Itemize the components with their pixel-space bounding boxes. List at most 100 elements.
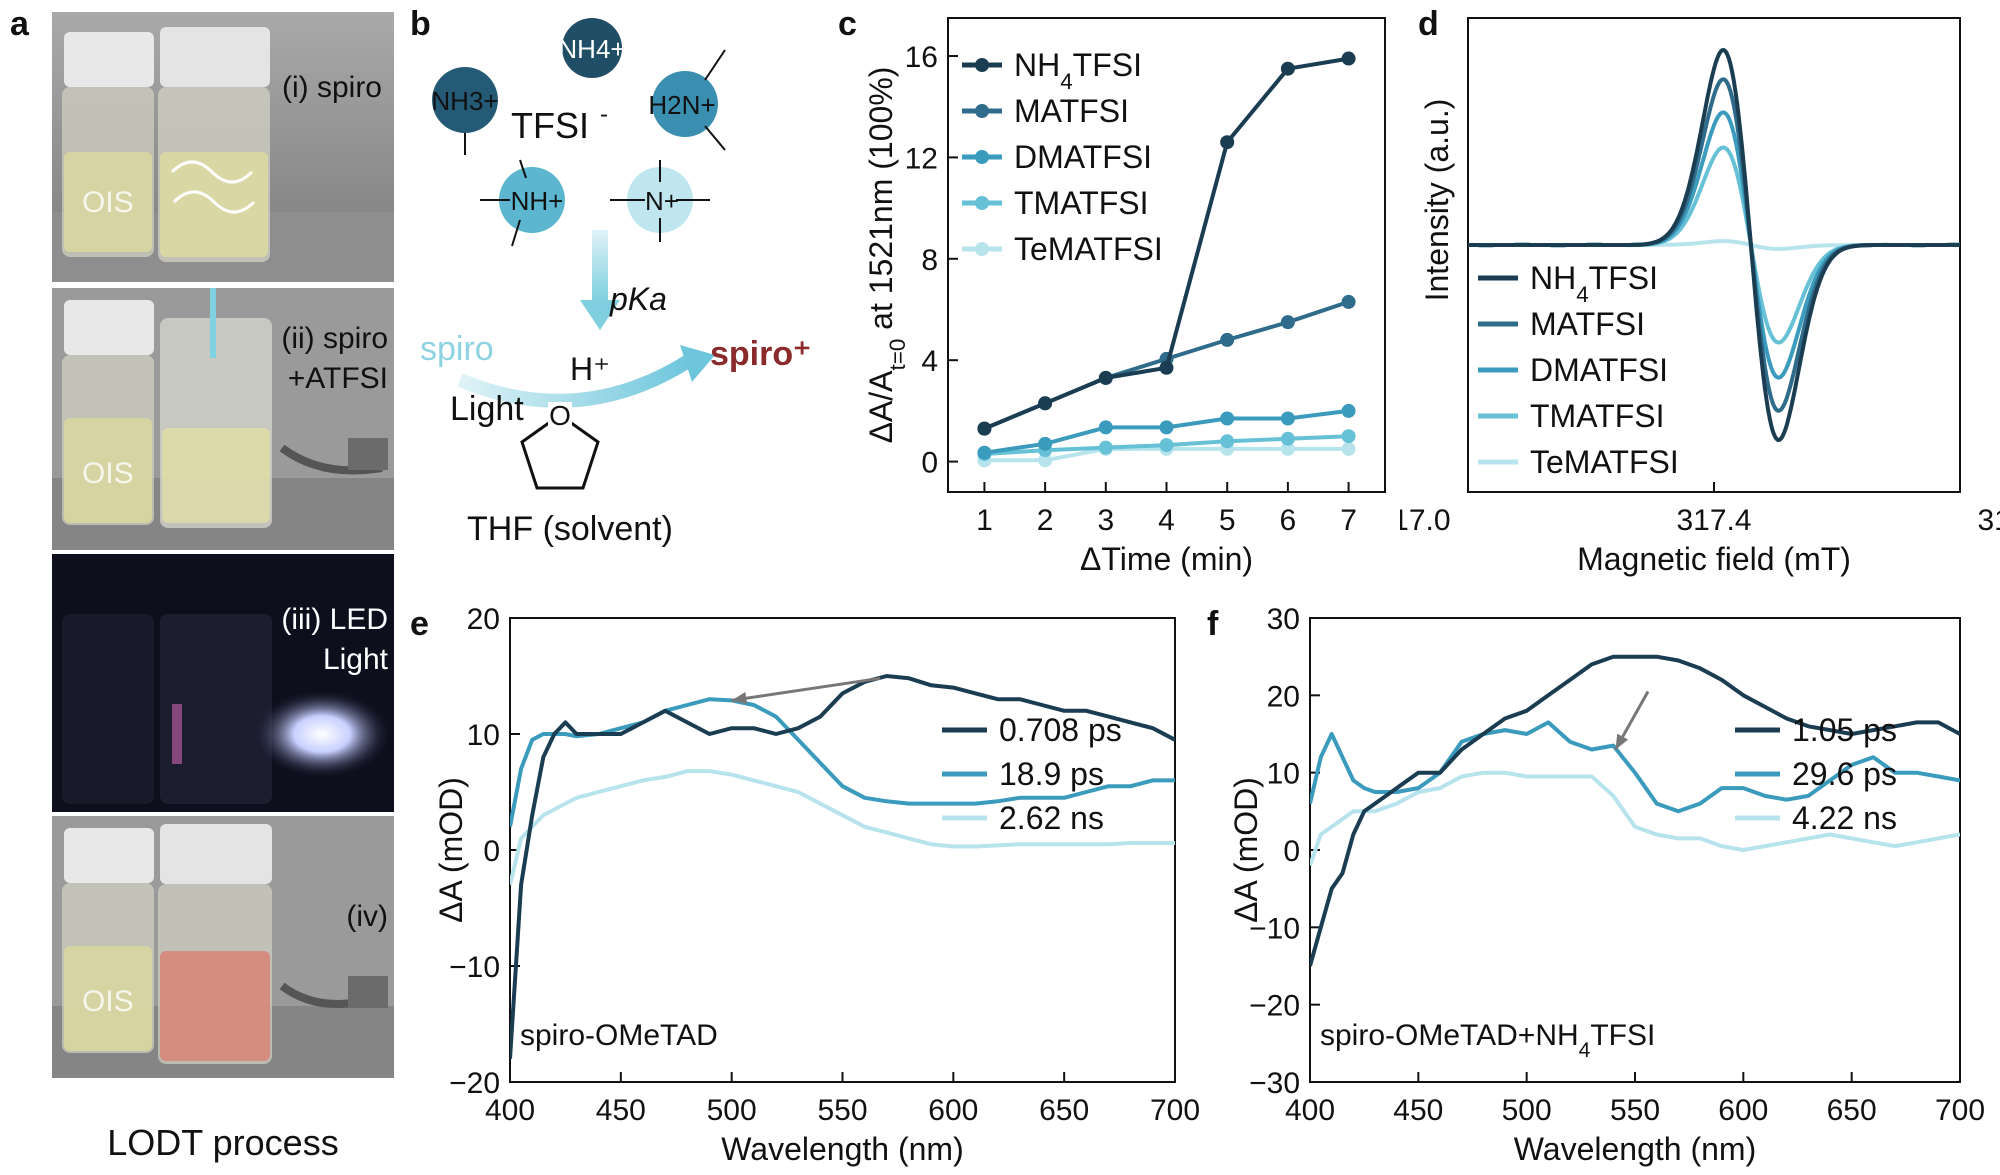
x-axis-label-c: ΔTime (min): [1080, 541, 1253, 577]
data-point-c: [1341, 294, 1356, 309]
cation-nh3: [432, 67, 498, 133]
vial-label-1: OIS: [82, 186, 134, 219]
legend-label-d: TeMATFSI: [1530, 444, 1679, 480]
legend-label-d: NH4TFSI: [1530, 260, 1658, 307]
y-tick-label-c: 8: [921, 244, 938, 277]
cation-nh4-label: NH4+: [558, 34, 625, 64]
cation-n: [627, 167, 693, 233]
spiro-label: spiro: [420, 330, 494, 368]
data-point-c: [1098, 420, 1113, 435]
data-point-c: [1280, 431, 1295, 446]
x-tick-label-e: 500: [707, 1094, 757, 1127]
legend-label-f: 1.05 ps: [1792, 712, 1897, 748]
x-tick-label-f: 400: [1285, 1094, 1335, 1127]
cation-nh-label: NH+: [511, 186, 564, 216]
panel-a-caption: LODT process: [107, 1122, 339, 1163]
data-point-c: [1159, 420, 1174, 435]
x-tick-label-e: 550: [817, 1094, 867, 1127]
x-axis-label-d: Magnetic field (mT): [1577, 541, 1851, 577]
data-point-c: [1038, 396, 1053, 411]
data-point-c: [1341, 51, 1356, 66]
vial-label-2: OIS: [82, 457, 134, 490]
x-tick-label-d: 317.0: [1400, 504, 1451, 537]
annotation-arrowhead-f: [1615, 733, 1629, 750]
data-point-c: [1280, 411, 1295, 426]
x-tick-label-e: 450: [596, 1094, 646, 1127]
x-tick-label-d: 317.4: [1676, 504, 1751, 537]
panel-label-f: f: [1207, 605, 1219, 643]
anion-charge-symbol: -: [600, 101, 608, 128]
chart-d: 317.0 317.4 317.8 Magnetic field (mT) Intens…: [1400, 17, 2000, 577]
x-tick-label-c: 6: [1280, 504, 1297, 537]
data-point-c: [1341, 403, 1356, 418]
x-tick-label-c: 5: [1219, 504, 1236, 537]
x-tick-label-f: 700: [1935, 1094, 1985, 1127]
y-tick-label-f: 0: [1283, 835, 1300, 868]
data-point-c: [1098, 440, 1113, 455]
data-point-c: [1341, 429, 1356, 444]
y-tick-label-f: −20: [1249, 990, 1300, 1023]
x-tick-label-d: 317.8: [1977, 504, 2000, 537]
legend-label-e: 2.62 ns: [999, 800, 1104, 836]
sample-annotation-f: spiro-OMeTAD+NH4TFSI: [1320, 1019, 1655, 1062]
y-axis-label-d: Intensity (a.u.): [1419, 99, 1455, 302]
series-line-e-262ns: [510, 769, 1175, 886]
x-tick-label-e: 600: [928, 1094, 978, 1127]
data-point-c: [1038, 453, 1053, 468]
x-tick-label-e: 650: [1039, 1094, 1089, 1127]
y-tick-label-e: 10: [467, 719, 500, 752]
x-tick-label-c: 2: [1037, 504, 1054, 537]
series-line-e-189ps: [510, 697, 1175, 828]
x-tick-label-e: 400: [485, 1094, 535, 1127]
reaction-arrow: [457, 354, 694, 408]
legend-label-f: 4.22 ns: [1792, 800, 1897, 836]
y-tick-label-e: 0: [483, 835, 500, 868]
y-axis-label-e: ΔA (mOD): [433, 777, 469, 923]
x-tick-label-c: 3: [1097, 504, 1114, 537]
x-tick-label-f: 650: [1827, 1094, 1877, 1127]
legend-label-c: TeMATFSI: [1014, 231, 1163, 267]
y-tick-label-f: 20: [1267, 680, 1300, 713]
data-point-c: [1341, 441, 1356, 456]
x-tick-label-f: 500: [1502, 1094, 1552, 1127]
pka-arrow: [592, 230, 608, 300]
plot-frame-e: [509, 617, 1176, 1083]
y-tick-label-c: 4: [921, 345, 938, 378]
data-point-c: [1159, 360, 1174, 375]
annotation-arrow-e: [731, 676, 881, 702]
legend-marker-c: [975, 58, 989, 72]
step-2-label-2: +ATFSI: [288, 362, 388, 395]
y-tick-label-e: −10: [449, 951, 500, 984]
light-label: Light: [450, 390, 524, 428]
panel-label-d: d: [1418, 5, 1439, 43]
data-point-c: [1038, 436, 1053, 451]
y-tick-label-e: −20: [449, 1067, 500, 1100]
legend-label-d: MATFSI: [1530, 306, 1645, 342]
y-tick-label-c: 16: [905, 41, 938, 74]
x-tick-label-f: 550: [1610, 1094, 1660, 1127]
x-tick-label-c: 1: [976, 504, 993, 537]
y-tick-label-f: 10: [1267, 758, 1300, 791]
photo-step-4: OIS (iv): [52, 816, 394, 1078]
legend-marker-c: [975, 196, 989, 210]
cation-h2n: [652, 71, 718, 137]
panel-label-e: e: [410, 605, 429, 643]
data-point-c: [1220, 411, 1235, 426]
data-point-c: [977, 445, 992, 460]
cation-nh3-label: NH3+: [431, 86, 498, 116]
y-tick-label-e: 20: [467, 603, 500, 636]
series-line-f-105ps: [1310, 654, 1960, 967]
data-point-c: [1098, 370, 1113, 385]
legend-label-c: DMATFSI: [1014, 139, 1152, 175]
y-tick-label-f: 30: [1267, 603, 1300, 636]
x-axis-label-e: Wavelength (nm): [721, 1131, 963, 1167]
step-1-label: (i) spiro: [282, 71, 382, 104]
data-point-c: [1159, 438, 1174, 453]
x-tick-label-f: 600: [1718, 1094, 1768, 1127]
data-point-c: [1280, 61, 1295, 76]
photo-step-2: OIS (ii) spiro +ATFSI: [52, 288, 394, 550]
sample-annotation-e: spiro-OMeTAD: [520, 1019, 718, 1052]
photo-step-1: OIS (i) spiro: [52, 12, 394, 282]
